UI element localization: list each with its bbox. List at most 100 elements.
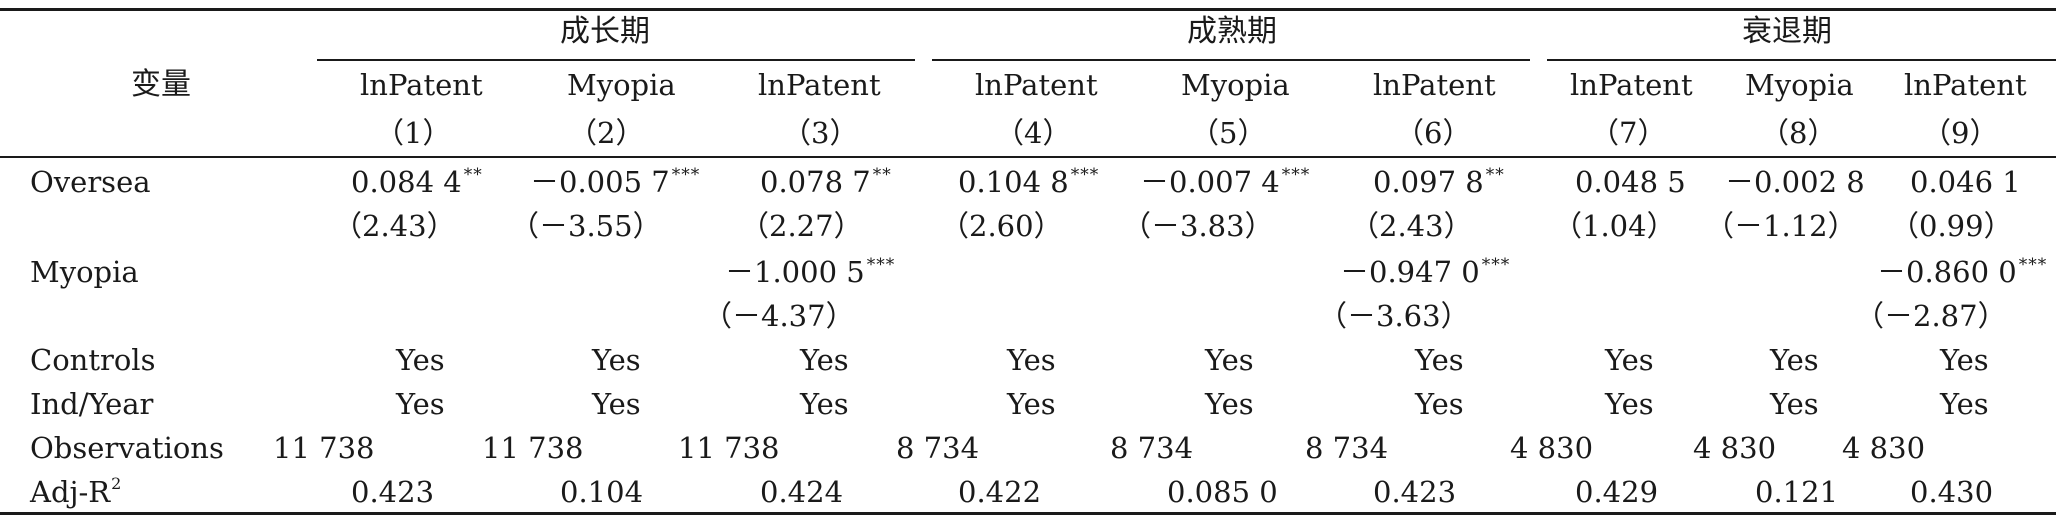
observations-8: 4 830 xyxy=(1693,431,1777,465)
oversea-t-6: （2.43） xyxy=(1350,209,1473,243)
ind-year-7: Yes xyxy=(1605,387,1654,421)
significance-stars: ** xyxy=(872,165,892,185)
controls-9: Yes xyxy=(1940,343,1989,377)
significance-stars: *** xyxy=(1070,165,1100,185)
col-number-2: （2） xyxy=(568,116,645,150)
row-label-adj-r2: Adj-R2 xyxy=(30,474,122,509)
controls-6: Yes xyxy=(1415,343,1464,377)
col-number-5: （5） xyxy=(1190,116,1267,150)
dep-var-9: lnPatent xyxy=(1904,68,2027,102)
col-number-6: （6） xyxy=(1395,116,1472,150)
observations-7: 4 830 xyxy=(1510,431,1594,465)
oversea-t-9: （0.99） xyxy=(1890,209,2013,243)
myopia-coef-9: －0.860 0 *** xyxy=(1877,255,2048,289)
controls-1: Yes xyxy=(396,343,445,377)
controls-8: Yes xyxy=(1770,343,1819,377)
dep-var-1: lnPatent xyxy=(360,68,483,102)
myopia-t-3: （－4.37） xyxy=(703,299,855,333)
superscript-2: 2 xyxy=(111,474,122,493)
row-label-oversea: Oversea xyxy=(30,165,151,199)
ind-year-9: Yes xyxy=(1940,387,1989,421)
row-label-ind-year: Ind/Year xyxy=(30,387,154,421)
controls-4: Yes xyxy=(1007,343,1056,377)
dep-var-5: Myopia xyxy=(1181,68,1290,102)
group-underline-mature xyxy=(932,59,1530,61)
row-label-observations: Observations xyxy=(30,431,224,465)
observations-3: 11 738 xyxy=(678,431,780,465)
oversea-t-8: （－1.12） xyxy=(1705,209,1857,243)
col-number-8: （8） xyxy=(1760,116,1837,150)
row-label-controls: Controls xyxy=(30,343,156,377)
significance-stars: *** xyxy=(671,165,701,185)
oversea-t-4: （2.60） xyxy=(940,209,1063,243)
adj-r2-5: 0.085 0 xyxy=(1167,475,1278,509)
oversea-coef-1: 0.084 4 ** xyxy=(351,165,483,199)
controls-7: Yes xyxy=(1605,343,1654,377)
col-number-9: （9） xyxy=(1922,116,1999,150)
oversea-t-2: （－3.55） xyxy=(510,209,662,243)
group-growth: 成长期 xyxy=(560,14,650,49)
dep-var-8: Myopia xyxy=(1745,68,1854,102)
observations-6: 8 734 xyxy=(1305,431,1389,465)
oversea-coef-4: 0.104 8 *** xyxy=(958,165,1100,199)
significance-stars: ** xyxy=(463,165,483,185)
row-label-myopia: Myopia xyxy=(30,255,139,289)
group-mature: 成熟期 xyxy=(1187,14,1277,49)
adj-r2-9: 0.430 xyxy=(1910,475,1994,509)
oversea-coef-6: 0.097 8 ** xyxy=(1373,165,1505,199)
col-number-4: （4） xyxy=(995,116,1072,150)
adj-r2-6: 0.423 xyxy=(1373,475,1457,509)
adj-r2-4: 0.422 xyxy=(958,475,1042,509)
dep-var-3: lnPatent xyxy=(758,68,881,102)
top-rule xyxy=(0,8,2056,11)
group-decline: 衰退期 xyxy=(1742,14,1832,49)
ind-year-6: Yes xyxy=(1415,387,1464,421)
myopia-coef-6: －0.947 0 *** xyxy=(1340,255,1511,289)
ind-year-8: Yes xyxy=(1770,387,1819,421)
adj-r2-1: 0.423 xyxy=(351,475,435,509)
oversea-coef-7: 0.048 5 xyxy=(1575,165,1686,199)
dep-var-4: lnPatent xyxy=(975,68,1098,102)
dep-var-7: lnPatent xyxy=(1570,68,1693,102)
significance-stars: ** xyxy=(1485,165,1505,185)
ind-year-4: Yes xyxy=(1007,387,1056,421)
ind-year-5: Yes xyxy=(1205,387,1254,421)
significance-stars: *** xyxy=(1481,255,1511,275)
oversea-t-7: （1.04） xyxy=(1553,209,1676,243)
adj-r2-3: 0.424 xyxy=(760,475,844,509)
ind-year-3: Yes xyxy=(800,387,849,421)
oversea-coef-8: －0.002 8 xyxy=(1725,165,1865,199)
oversea-coef-5: －0.007 4 *** xyxy=(1140,165,1311,199)
adj-r2-2: 0.104 xyxy=(560,475,644,509)
significance-stars: *** xyxy=(1281,165,1311,185)
col-number-7: （7） xyxy=(1590,116,1667,150)
bottom-rule xyxy=(0,512,2056,515)
controls-5: Yes xyxy=(1205,343,1254,377)
header-rule xyxy=(0,156,2056,158)
col-number-1: （1） xyxy=(375,116,452,150)
oversea-t-1: （2.43） xyxy=(333,209,456,243)
dep-var-2: Myopia xyxy=(567,68,676,102)
observations-4: 8 734 xyxy=(896,431,980,465)
significance-stars: *** xyxy=(2018,255,2048,275)
myopia-t-6: （－3.63） xyxy=(1318,299,1470,333)
adj-r2-7: 0.429 xyxy=(1575,475,1659,509)
group-underline-growth xyxy=(317,59,915,61)
ind-year-1: Yes xyxy=(396,387,445,421)
myopia-t-9: （－2.87） xyxy=(1855,299,2007,333)
significance-stars: *** xyxy=(866,255,896,275)
oversea-coef-9: 0.046 1 xyxy=(1910,165,2021,199)
row-header-label: 变量 xyxy=(131,67,191,102)
oversea-coef-3: 0.078 7 ** xyxy=(760,165,892,199)
controls-3: Yes xyxy=(800,343,849,377)
oversea-coef-2: －0.005 7 *** xyxy=(530,165,701,199)
oversea-t-5: （－3.83） xyxy=(1122,209,1274,243)
oversea-t-3: （2.27） xyxy=(740,209,863,243)
myopia-coef-3: －1.000 5 *** xyxy=(725,255,896,289)
controls-2: Yes xyxy=(592,343,641,377)
observations-1: 11 738 xyxy=(273,431,375,465)
observations-2: 11 738 xyxy=(482,431,584,465)
adj-r2-8: 0.121 xyxy=(1755,475,1839,509)
observations-5: 8 734 xyxy=(1110,431,1194,465)
